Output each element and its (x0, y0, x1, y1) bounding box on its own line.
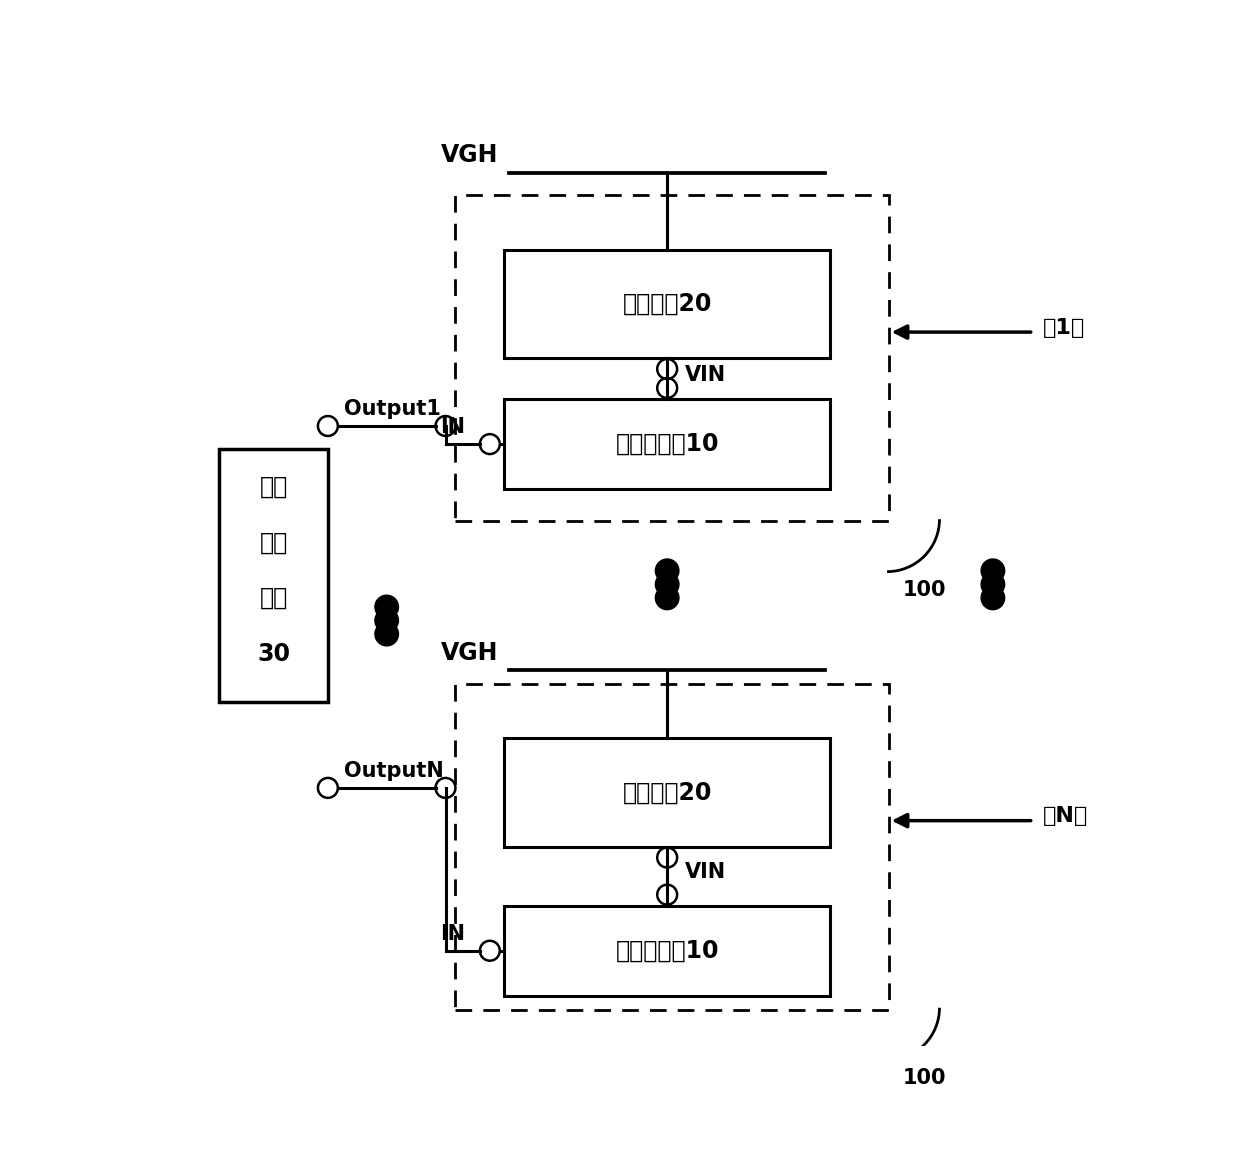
Text: 控制电路20: 控制电路20 (622, 780, 712, 805)
Text: 第1个: 第1个 (1043, 317, 1085, 337)
Circle shape (656, 572, 680, 596)
Text: 100: 100 (903, 579, 946, 599)
Bar (505, 249, 830, 358)
Text: 电平转换妓10: 电平转换妓10 (615, 939, 719, 962)
Text: 时序: 时序 (259, 475, 288, 498)
Bar (455, 195, 889, 521)
Circle shape (656, 559, 680, 583)
Text: Output1: Output1 (345, 398, 441, 418)
Circle shape (981, 572, 1004, 596)
Text: 第N个: 第N个 (1043, 806, 1087, 826)
Text: VIN: VIN (686, 862, 727, 882)
Circle shape (374, 609, 398, 632)
Text: 控制: 控制 (259, 530, 288, 555)
Bar (505, 398, 830, 489)
Bar (505, 738, 830, 847)
Circle shape (374, 623, 398, 646)
Bar (505, 906, 830, 996)
Text: VGH: VGH (441, 640, 498, 665)
Circle shape (981, 559, 1004, 583)
Circle shape (981, 586, 1004, 610)
Bar (219, 449, 327, 701)
Text: 芯片: 芯片 (259, 586, 288, 610)
Circle shape (656, 586, 680, 610)
Text: 电平转换妓10: 电平转换妓10 (615, 432, 719, 456)
Text: VIN: VIN (686, 365, 727, 385)
Text: 控制电路20: 控制电路20 (622, 291, 712, 316)
Text: OutputN: OutputN (345, 760, 444, 780)
Text: IN: IN (440, 924, 465, 944)
Text: IN: IN (440, 417, 465, 437)
Bar (455, 684, 889, 1009)
Text: 30: 30 (257, 642, 290, 666)
Circle shape (374, 596, 398, 619)
Text: VGH: VGH (441, 143, 498, 167)
Text: 100: 100 (903, 1068, 946, 1088)
